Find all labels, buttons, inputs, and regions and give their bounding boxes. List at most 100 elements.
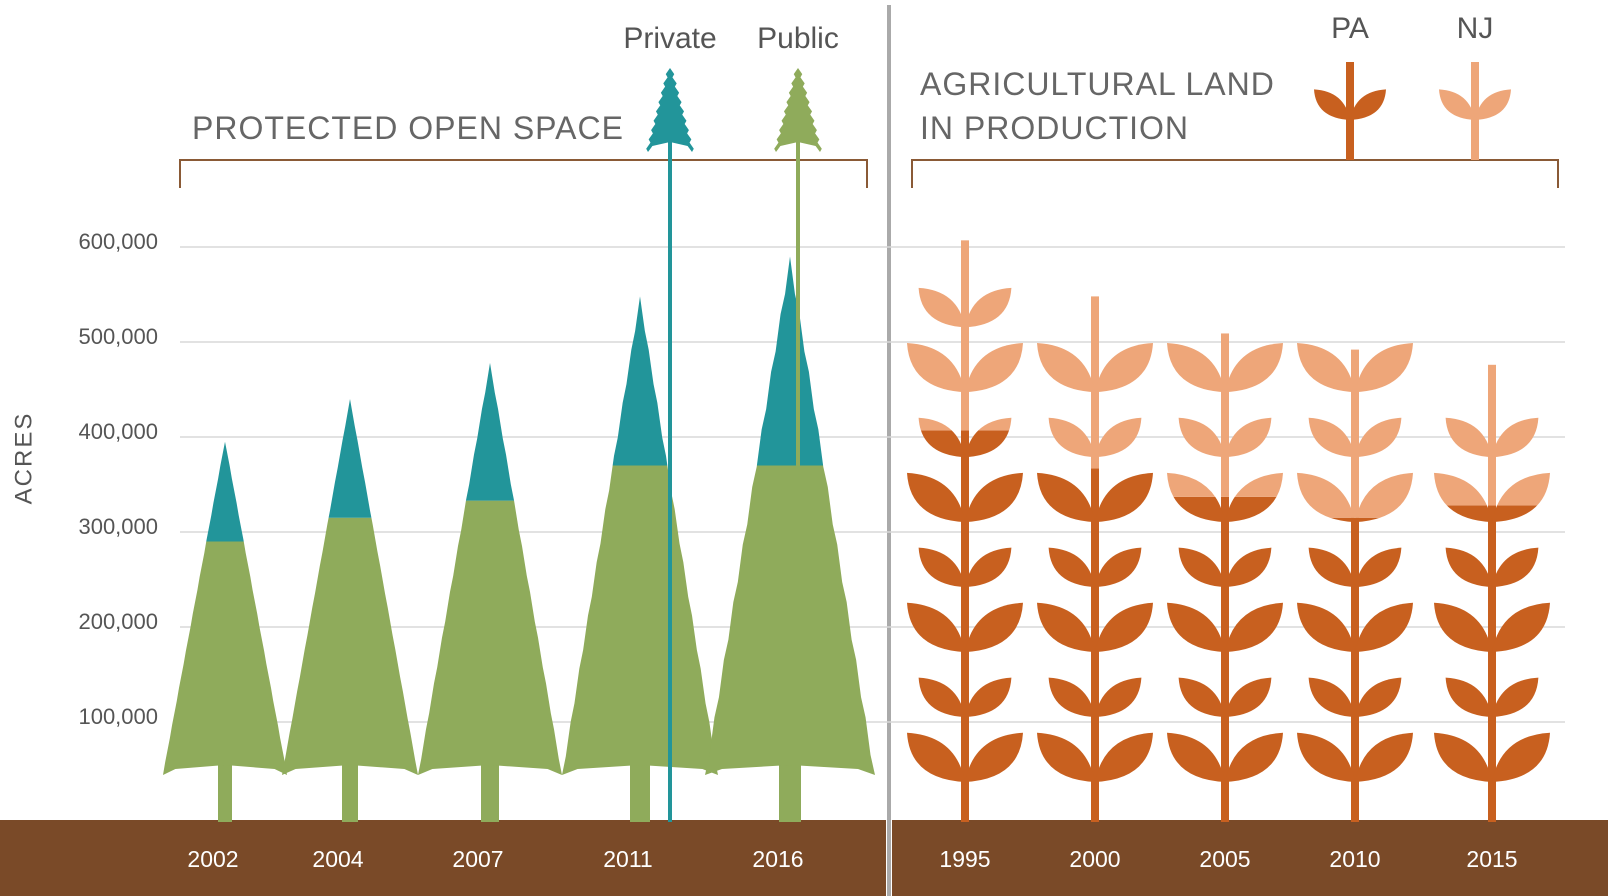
tree-private — [612, 296, 668, 466]
wheat-leaf — [1492, 732, 1550, 782]
y-tick-label: 200,000 — [78, 609, 158, 634]
wheat-leaf — [918, 417, 952, 431]
wheat-leaf — [1037, 472, 1095, 523]
ground — [0, 820, 886, 896]
wheat-stem — [961, 430, 969, 823]
wheat-leaf — [918, 287, 965, 328]
wheat-leaf — [1355, 602, 1413, 653]
wheat-pa — [907, 430, 1023, 823]
wheat-leaf — [1095, 602, 1153, 653]
wheat-leaf — [965, 430, 1009, 458]
tree-crown — [756, 256, 824, 466]
wheat-leaf — [1048, 547, 1095, 588]
tree-private — [206, 441, 244, 542]
tree-crown — [282, 517, 418, 775]
wheat-leaf — [965, 602, 1023, 653]
wheat-leaf — [1095, 417, 1142, 458]
legend-label: Private — [623, 22, 716, 55]
wheat-leaf — [1037, 602, 1095, 653]
wheat-nj — [1037, 296, 1153, 469]
x-tick-label: 2015 — [1466, 846, 1517, 872]
y-tick-label: 400,000 — [78, 419, 158, 444]
wheat-nj — [1297, 342, 1413, 518]
wheat-leaf — [1434, 472, 1487, 506]
wheat-leaf — [1445, 417, 1492, 458]
wheat-leaf — [1225, 342, 1283, 393]
tree-crown — [328, 399, 372, 518]
wheat-leaf — [1308, 417, 1355, 458]
tree-public — [705, 465, 875, 822]
wheat-leaf — [1308, 547, 1355, 588]
tree-crown — [562, 465, 718, 775]
tree-crown — [612, 296, 668, 466]
tree-private — [756, 256, 824, 466]
tree-public — [282, 517, 418, 822]
bracket — [911, 159, 1559, 188]
wheat-pa — [1297, 517, 1413, 822]
tree-private — [328, 399, 372, 518]
wheat-leaf — [1095, 677, 1142, 718]
wheat-pa — [1434, 505, 1550, 822]
wheat-leaf — [907, 602, 965, 653]
wheat-leaf — [1492, 602, 1550, 653]
y-tick-label: 600,000 — [78, 229, 158, 254]
tree-crown — [163, 541, 287, 775]
wheat-leaf — [1434, 732, 1492, 782]
wheat-nj — [907, 240, 1023, 431]
wheat-leaf — [1095, 472, 1153, 523]
wheat-leaf — [1037, 732, 1095, 782]
wheat-leaf — [1225, 496, 1277, 523]
wheat-leaf — [965, 287, 1012, 328]
x-tick-label: 2011 — [603, 846, 652, 872]
wheat-stem — [961, 240, 969, 431]
wheat-leaf — [1492, 505, 1537, 523]
wheat-leaf — [1355, 417, 1402, 458]
legend-label: Public — [757, 22, 839, 55]
wheat-nj — [1434, 364, 1550, 506]
wheat-leaf — [1167, 602, 1225, 653]
wheat-stem — [1488, 364, 1496, 506]
legend-icon — [774, 68, 822, 822]
wheat-leaf — [1297, 472, 1354, 518]
wheat-leaf — [1095, 732, 1153, 782]
wheat-nj — [1167, 333, 1283, 497]
wheat-leaf — [1355, 517, 1380, 523]
wheat-leaf — [1048, 417, 1095, 458]
bracket — [179, 159, 868, 188]
y-tick-label: 300,000 — [78, 514, 158, 539]
wheat-leaf — [1167, 342, 1225, 393]
wheat-leaf — [918, 547, 965, 588]
wheat-stem — [1488, 505, 1496, 822]
wheat-leaf — [918, 677, 965, 718]
wheat-stem — [1221, 333, 1229, 497]
wheat-leaf — [1048, 677, 1095, 718]
wheat-leaf — [1178, 417, 1225, 458]
wheat-leaf — [1297, 342, 1355, 393]
wheat-leaf — [1492, 547, 1539, 588]
y-tick-label: 500,000 — [78, 324, 158, 349]
wheat-leaf — [1297, 602, 1355, 653]
wheat-stem — [1346, 62, 1354, 160]
legend-icon — [1439, 62, 1511, 160]
x-tick-label: 2010 — [1329, 846, 1380, 872]
wheat-leaf — [1497, 472, 1550, 506]
x-tick-label: 2007 — [452, 846, 503, 872]
legend-label: PA — [1331, 12, 1369, 45]
wheat-leaf — [1445, 677, 1492, 718]
wheat-leaf — [1178, 547, 1225, 588]
tree-crown — [465, 362, 515, 501]
tree-trunk — [668, 112, 672, 822]
tree-crown — [705, 465, 875, 775]
wheat-leaf — [1355, 677, 1402, 718]
wheat-leaf — [1167, 472, 1216, 497]
wheat-leaf — [965, 547, 1012, 588]
wheat-leaf — [1178, 677, 1225, 718]
wheat-stem — [1091, 468, 1099, 822]
wheat-leaf — [1225, 677, 1272, 718]
wheat-leaf — [1095, 547, 1142, 588]
wheat-leaf — [1037, 342, 1095, 393]
tree-crown — [774, 68, 822, 152]
wheat-leaf — [1314, 89, 1350, 120]
wheat-stem — [1351, 517, 1359, 822]
